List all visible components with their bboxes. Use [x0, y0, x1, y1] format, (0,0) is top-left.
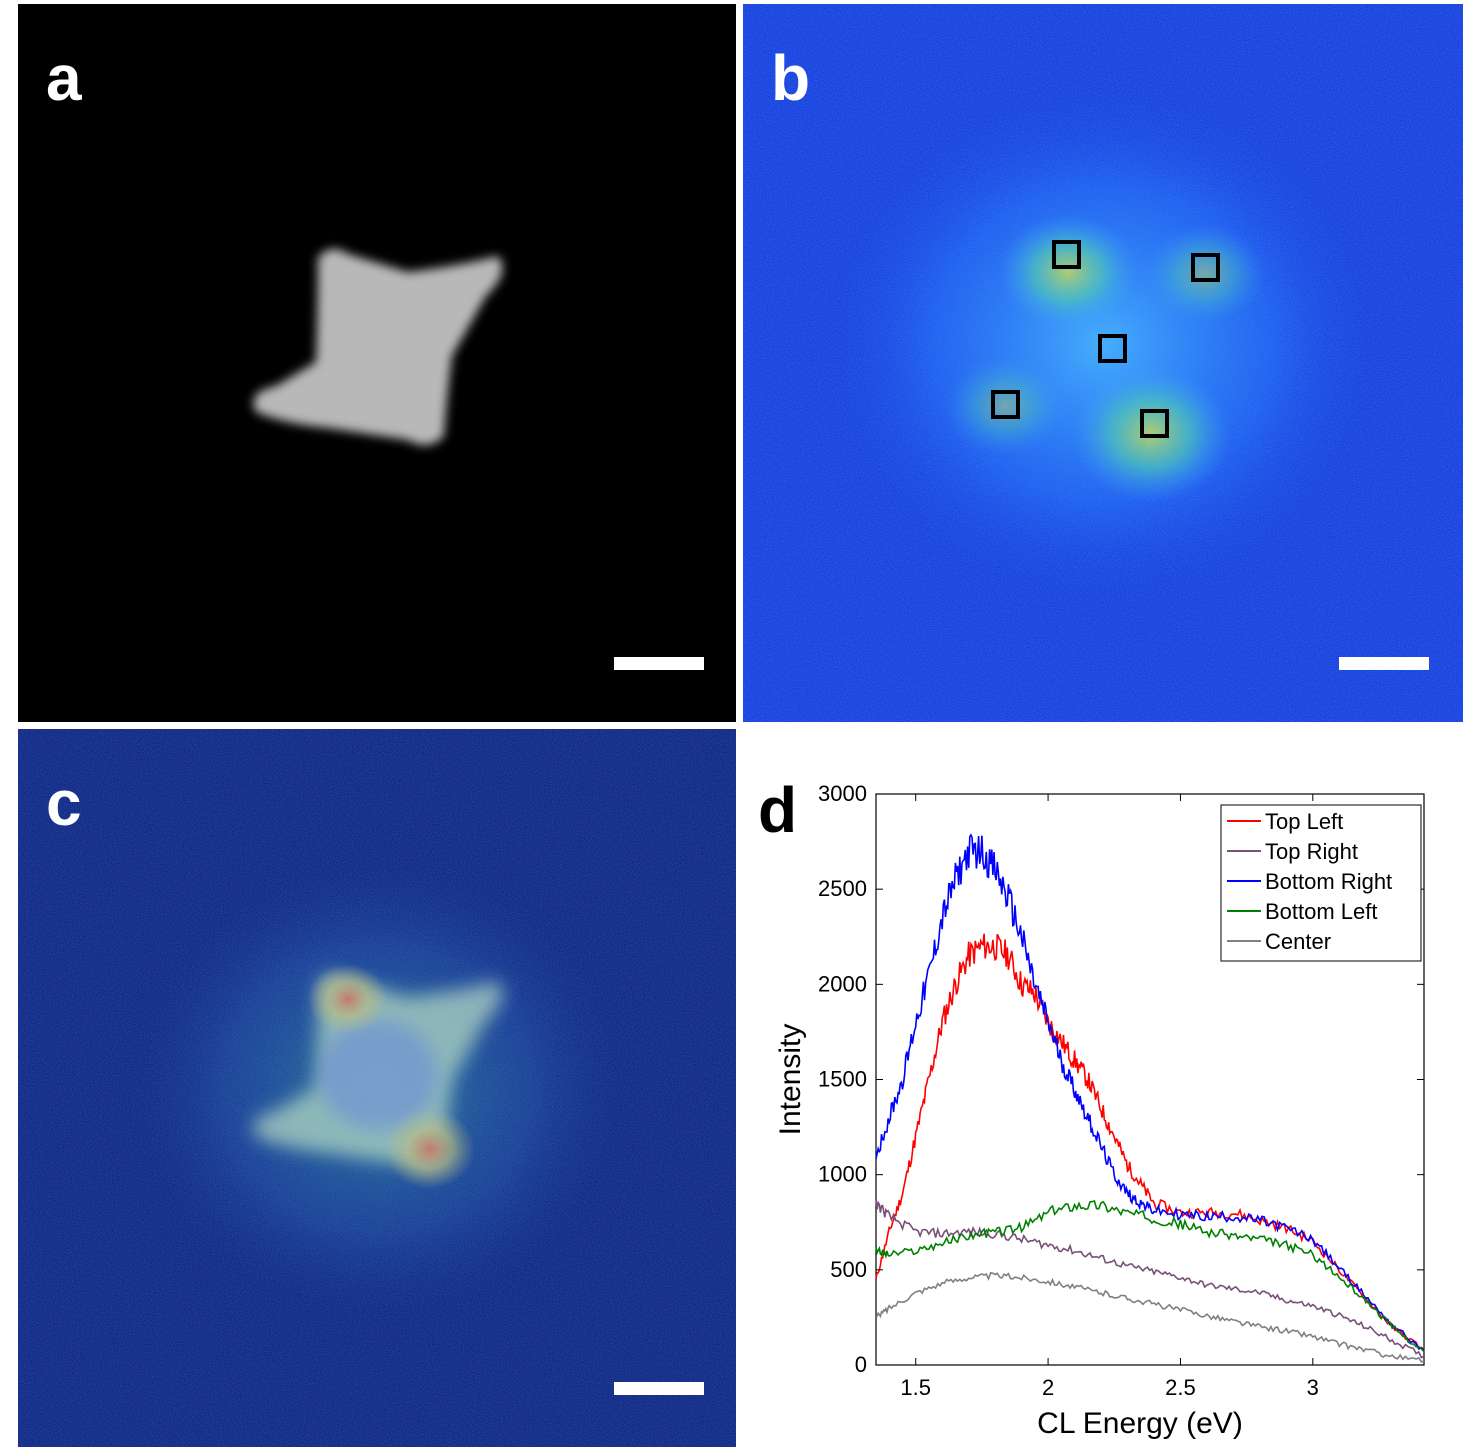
- panel-d-chart: 0 500 1000 1500 2000 2500 3000 1.5 2 2.5 3 CL Energ…: [738, 722, 1463, 1449]
- panel-b-label: b: [771, 42, 811, 114]
- y-tick-label: 2500: [818, 876, 867, 901]
- y-tick-label: 1000: [818, 1162, 867, 1187]
- legend-entry: Bottom Left: [1265, 899, 1378, 924]
- legend-entry: Top Left: [1265, 809, 1343, 834]
- panel-a-image: a: [18, 4, 736, 722]
- box-top-right: [1191, 253, 1220, 282]
- x-tick-label: 2: [1042, 1375, 1054, 1400]
- x-tick-label: 2.5: [1165, 1375, 1196, 1400]
- legend-entry: Center: [1265, 929, 1331, 954]
- x-axis-label: CL Energy (eV): [1037, 1407, 1243, 1440]
- particle-shape: [253, 248, 503, 446]
- box-bottom-left: [991, 390, 1020, 419]
- panel-b-scale-bar: [1339, 657, 1429, 670]
- box-top-left: [1052, 240, 1081, 269]
- series-line-bottom-right: [875, 833, 1425, 1352]
- x-tick-label: 1.5: [900, 1375, 931, 1400]
- y-tick-label: 500: [830, 1257, 867, 1282]
- y-tick-label: 0: [855, 1352, 867, 1377]
- panel-b-map: b: [743, 4, 1463, 722]
- box-center: [1098, 334, 1127, 363]
- y-tick-label: 1500: [818, 1067, 867, 1092]
- panel-b-intensity-map: [743, 4, 1463, 722]
- x-tick-label: 3: [1307, 1375, 1319, 1400]
- legend-box: [1220, 804, 1422, 962]
- box-bottom-right: [1140, 409, 1169, 438]
- legend-entry: Top Right: [1265, 839, 1358, 864]
- legend-entry: Bottom Right: [1265, 869, 1392, 894]
- y-tick-label: 3000: [818, 781, 867, 806]
- series-line-center: [875, 1271, 1425, 1363]
- panel-a-particle-image: [253, 248, 503, 446]
- panel-a-scale-bar: [614, 657, 704, 670]
- series-line-bottom-left: [875, 1200, 1425, 1353]
- y-tick-label: 2000: [818, 971, 867, 996]
- panel-a-label: a: [46, 42, 82, 114]
- panel-d-label: d: [758, 774, 798, 846]
- spectra-chart: 0 500 1000 1500 2000 2500 3000 1.5 2 2.5 3 CL Energ…: [774, 781, 1425, 1440]
- y-axis-label: Intensity: [774, 1024, 807, 1136]
- series-line-top-right: [875, 1199, 1425, 1359]
- panel-c-overlay: c: [18, 729, 736, 1447]
- panel-c-overlay-image: [18, 729, 736, 1447]
- panel-c-label: c: [46, 767, 82, 839]
- panel-c-scale-bar: [614, 1382, 704, 1395]
